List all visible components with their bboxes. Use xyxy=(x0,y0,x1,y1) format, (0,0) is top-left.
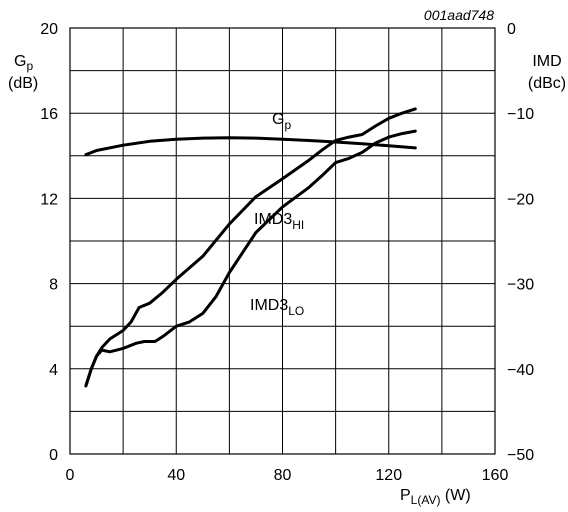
y-left-tick-label: 4 xyxy=(49,362,58,379)
y-left-tick-label: 0 xyxy=(49,447,58,464)
x-tick-labels: 0 40 80 120 160 xyxy=(66,467,509,484)
y-left-tick-label: 20 xyxy=(40,21,58,38)
plot-frame xyxy=(69,27,496,455)
y-right-tick-label: 0 xyxy=(507,21,516,38)
y-right-tick-label: −10 xyxy=(507,106,534,123)
x-axis-title: PL(AV) (W) xyxy=(400,487,471,507)
figure-code: 001aad748 xyxy=(424,7,494,23)
y-right-tick-labels: 0 −10 −20 −30 −40 −50 xyxy=(507,21,534,464)
y-left-tick-label: 8 xyxy=(49,277,58,294)
y-right-tick-label: −30 xyxy=(507,277,534,294)
series-curves xyxy=(84,107,417,388)
series-label-gp: Gp xyxy=(272,111,291,132)
x-tick-label: 40 xyxy=(167,467,185,484)
series-line-gp xyxy=(84,136,417,157)
series-line-imd3hi xyxy=(84,107,417,388)
y-right-tick-label: −40 xyxy=(507,362,534,379)
y-right-tick-label: −50 xyxy=(507,447,534,464)
grid xyxy=(70,28,495,454)
y-right-title: IMD xyxy=(532,53,561,70)
x-tick-label: 120 xyxy=(375,467,402,484)
y-left-tick-labels: 0 4 8 12 16 20 xyxy=(40,21,58,464)
y-right-unit: (dBc) xyxy=(528,75,566,92)
x-tick-label: 0 xyxy=(66,467,75,484)
y-left-title: Gp xyxy=(14,53,33,73)
series-label-imd3hi: IMD3HI xyxy=(254,211,304,232)
y-left-tick-label: 16 xyxy=(40,106,58,123)
series-label-imd3lo: IMD3LO xyxy=(250,297,304,318)
x-tick-label: 80 xyxy=(274,467,292,484)
y-right-tick-label: −20 xyxy=(507,191,534,208)
series-line-imd3lo xyxy=(84,129,417,388)
y-left-tick-label: 12 xyxy=(40,191,58,208)
x-tick-label: 160 xyxy=(482,467,509,484)
y-left-unit: (dB) xyxy=(8,75,38,92)
